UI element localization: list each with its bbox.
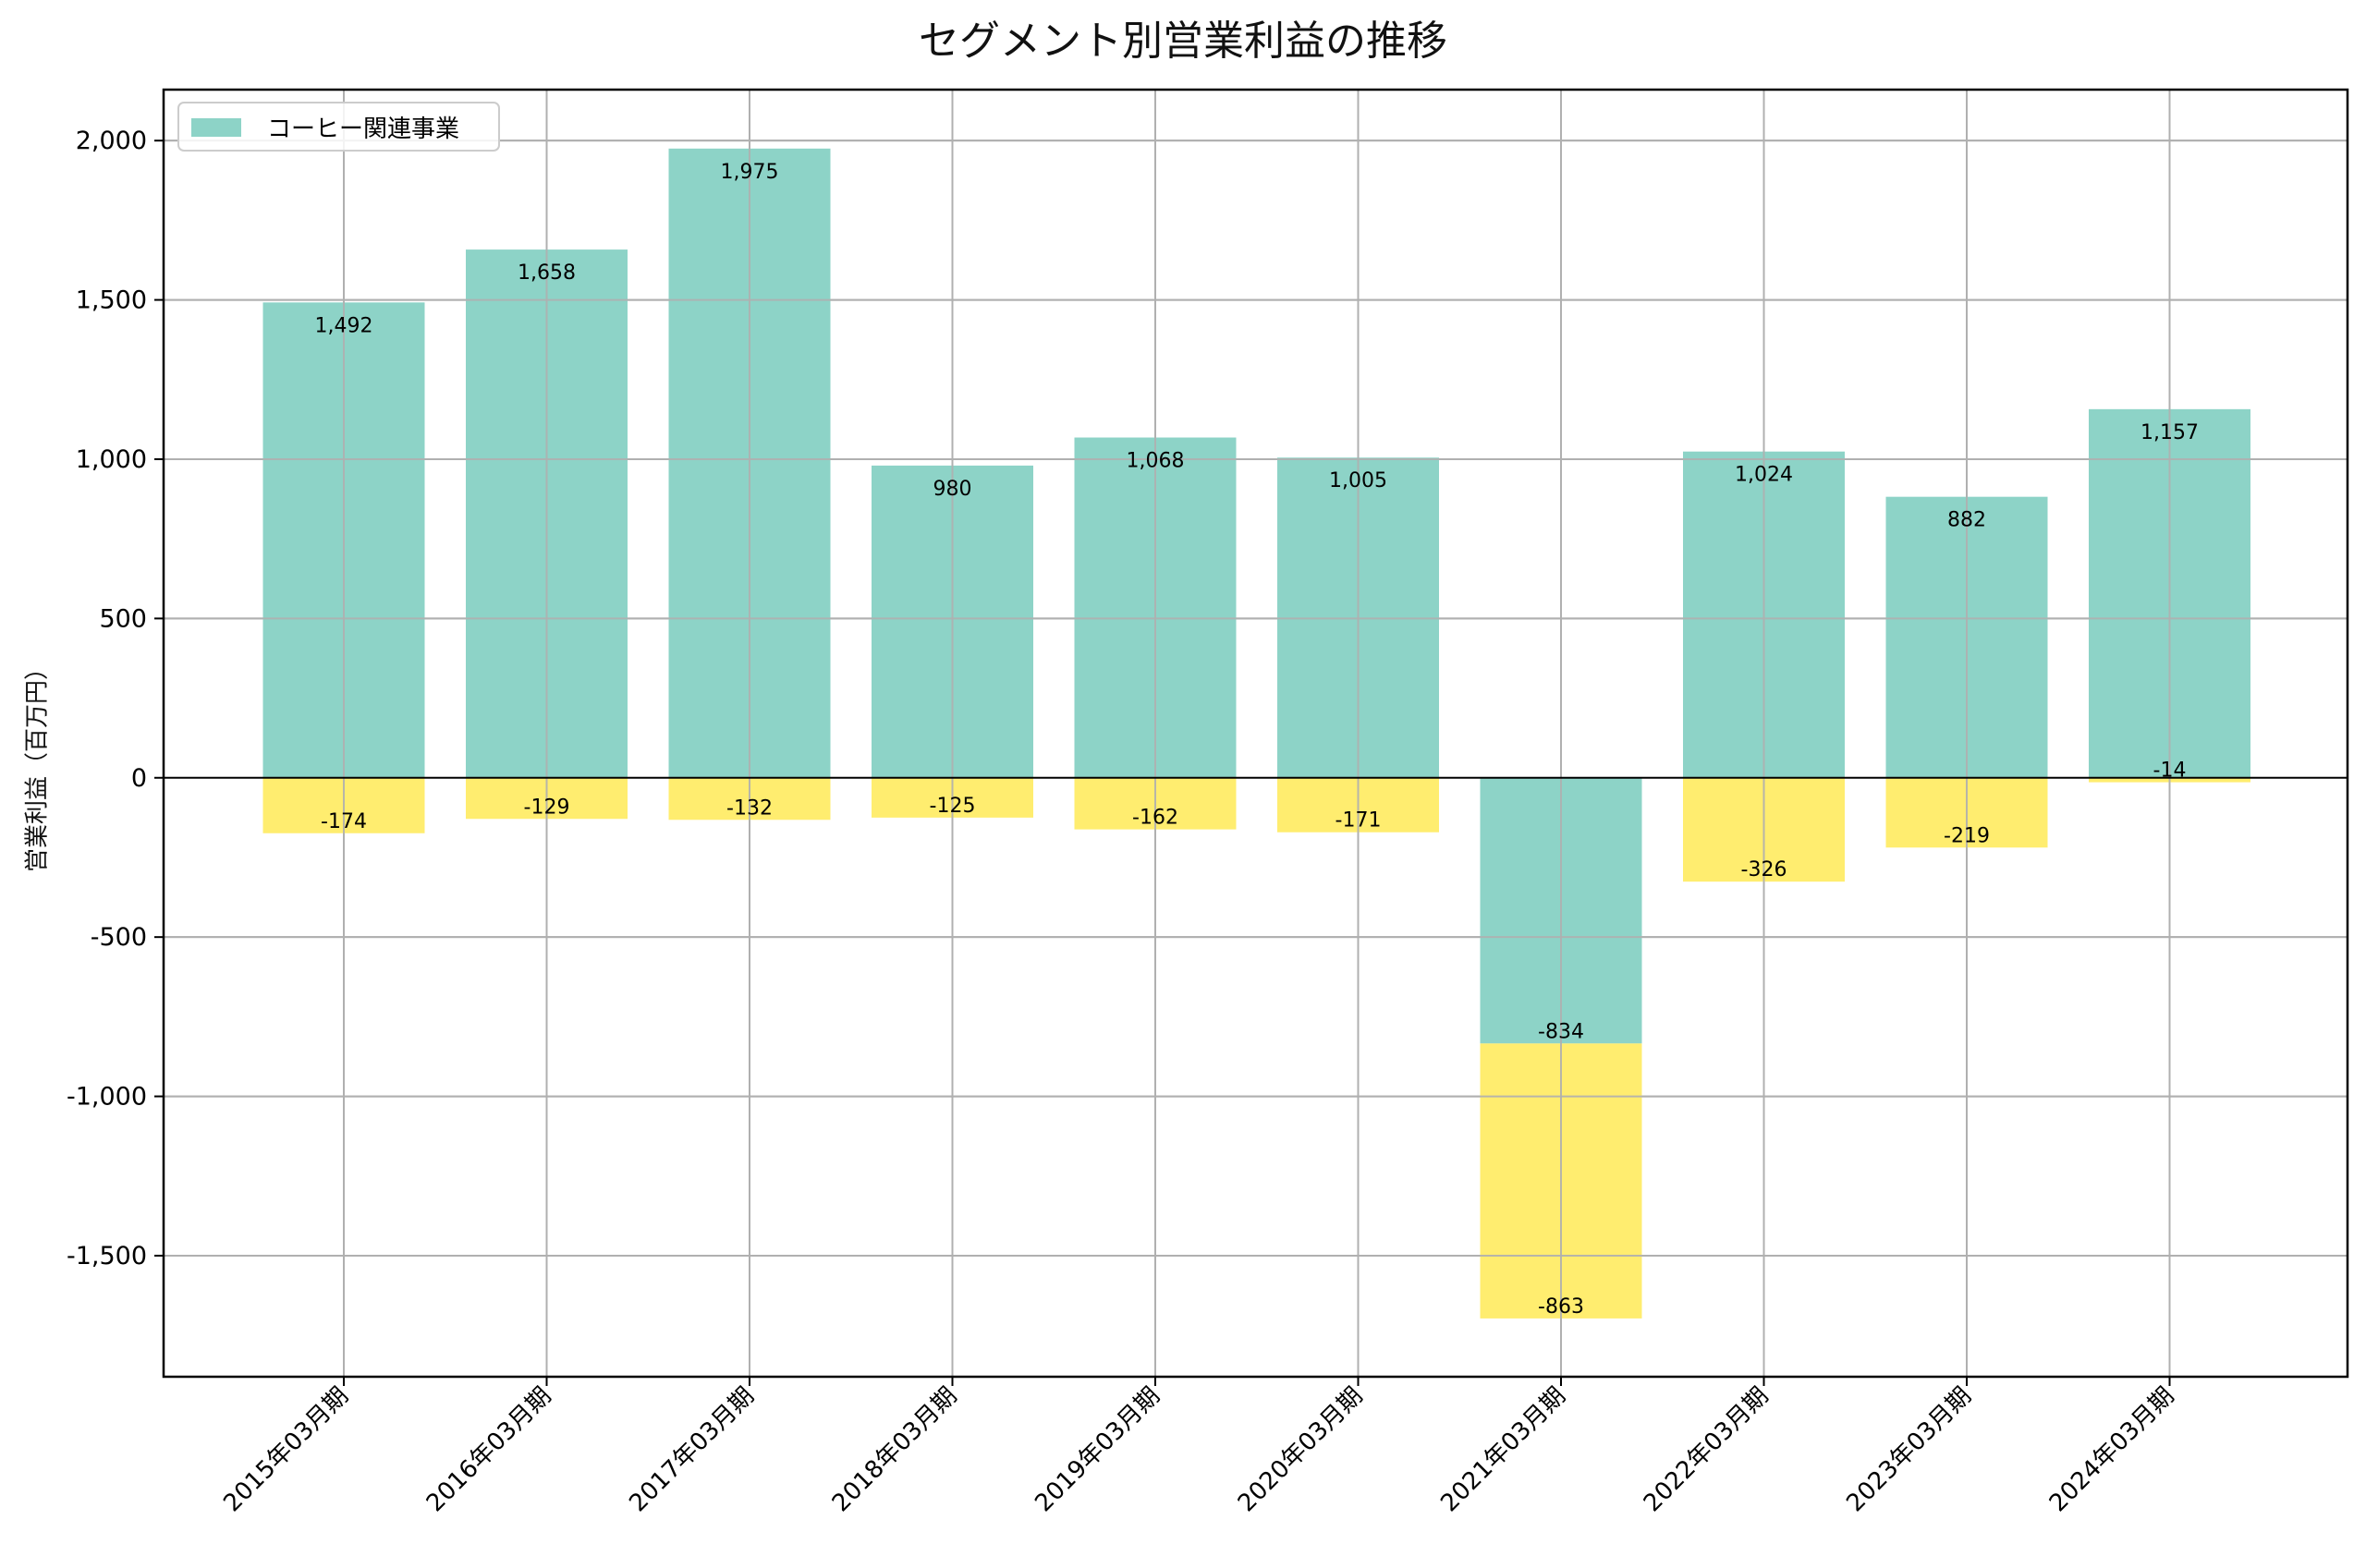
data-label-series2: -125 (930, 795, 976, 818)
data-label-series2: -162 (1132, 807, 1178, 830)
x-tick-label: 2015年03月期 (218, 1382, 354, 1518)
legend-swatch (191, 118, 241, 137)
data-label-series1: -834 (1538, 1020, 1584, 1043)
data-label-series1: 1,068 (1127, 450, 1185, 473)
y-tick-label: 2,000 (76, 127, 147, 155)
x-tick-label: 2017年03月期 (624, 1382, 760, 1518)
data-label-series1: 1,975 (721, 161, 779, 184)
plot-frame (162, 88, 2349, 1379)
legend-label: コーヒー関連事業 (267, 115, 459, 143)
y-tick-label: -1,500 (67, 1242, 147, 1270)
x-tick-label: 2016年03月期 (421, 1382, 557, 1518)
chart-title: セグメント別営業利益の推移 (919, 18, 1447, 65)
data-label-series2: -174 (321, 810, 367, 833)
data-label-series1: 980 (933, 478, 972, 501)
y-tick-label: 1,000 (76, 445, 147, 474)
data-label-series1: 1,492 (315, 314, 373, 337)
data-label-series1: 1,157 (2140, 421, 2199, 444)
x-tick-label: 2022年03月期 (1639, 1382, 1774, 1518)
data-label-series1: 1,658 (518, 261, 576, 285)
data-label-series2: -132 (726, 796, 773, 820)
y-tick-label: -1,000 (67, 1083, 147, 1112)
x-tick-label: 2020年03月期 (1233, 1382, 1369, 1518)
x-tick-label: 2023年03月期 (1841, 1382, 1977, 1518)
data-label-series1: 882 (1947, 509, 1986, 532)
data-label-series2: -171 (1335, 809, 1382, 833)
x-tick-label: 2021年03月期 (1435, 1382, 1571, 1518)
data-label-series1: 1,024 (1735, 464, 1793, 487)
data-label-series2: -129 (524, 796, 570, 819)
y-tick-label: 0 (131, 764, 147, 793)
legend-box (177, 102, 500, 152)
data-label-series2: -326 (1741, 858, 1787, 881)
data-label-series1: 1,005 (1329, 469, 1387, 492)
data-label-series2: -219 (1944, 824, 1990, 847)
y-tick-label: 500 (99, 604, 147, 633)
data-label-series2: -863 (1538, 1295, 1584, 1319)
x-tick-label: 2024年03月期 (2044, 1382, 2180, 1518)
x-tick-label: 2019年03月期 (1030, 1382, 1165, 1518)
data-label-series2: -14 (2153, 760, 2187, 783)
y-tick-label: -500 (91, 923, 147, 952)
x-tick-label: 2018年03月期 (827, 1382, 963, 1518)
y-tick-label: 1,500 (76, 286, 147, 315)
